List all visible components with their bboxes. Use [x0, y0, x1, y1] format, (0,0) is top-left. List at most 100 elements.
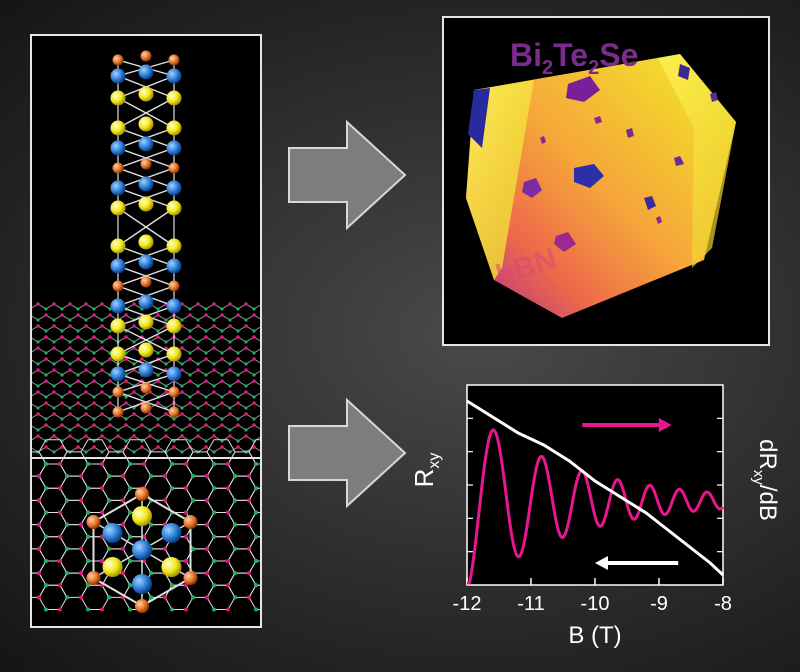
nitrogen-atom — [68, 318, 72, 322]
nitrogen-atom — [170, 583, 174, 588]
tellurium-atom — [132, 506, 152, 526]
boron-atom — [228, 302, 232, 306]
boron-atom — [68, 390, 72, 394]
nitrogen-atom — [108, 417, 112, 421]
magnetotransport-plot: -12 -11 -10 -9 -8 Rxy dRxy/dB B (T) — [409, 380, 800, 667]
boron-atom — [37, 595, 41, 600]
nitrogen-atom — [212, 607, 216, 612]
hex-cell — [122, 463, 152, 489]
boron-atom — [180, 368, 184, 372]
nitrogen-atom — [156, 417, 160, 421]
selenium-atom — [140, 50, 152, 62]
boron-atom — [236, 401, 240, 405]
nitrogen-atom — [140, 417, 144, 421]
boron-atom — [76, 313, 80, 317]
nitrogen-atom — [254, 534, 258, 539]
nitrogen-atom — [52, 340, 56, 344]
bismuth-atom — [132, 540, 152, 560]
boron-atom — [172, 445, 176, 449]
boron-atom — [228, 412, 232, 416]
hex-cell — [206, 463, 236, 489]
boron-atom — [172, 423, 176, 427]
nitrogen-atom — [156, 351, 160, 355]
nitrogen-atom — [65, 522, 69, 527]
nitrogen-atom — [100, 406, 104, 410]
nitrogen-atom — [228, 384, 232, 388]
nitrogen-atom — [100, 384, 104, 388]
nitrogen-atom — [60, 373, 64, 377]
nitrogen-atom — [132, 428, 136, 432]
x-tick-label: -11 — [517, 593, 544, 615]
boron-atom — [52, 390, 56, 394]
boron-atom — [132, 412, 136, 416]
boron-atom — [252, 423, 256, 427]
nitrogen-atom — [236, 439, 240, 443]
boron-atom — [132, 434, 136, 438]
nitrogen-atom — [164, 428, 168, 432]
y-left-label: Rxy — [415, 453, 443, 488]
nitrogen-atom — [254, 510, 258, 515]
hex-cell — [227, 499, 257, 526]
nitrogen-atom — [254, 486, 258, 491]
boron-atom — [184, 607, 188, 612]
nitrogen-atom — [228, 450, 232, 454]
nitrogen-atom — [252, 417, 256, 421]
boron-atom — [252, 335, 256, 339]
nitrogen-atom — [84, 340, 88, 344]
boron-atom — [244, 412, 248, 416]
hex-cell — [38, 536, 68, 562]
nitrogen-atom — [132, 362, 136, 366]
nitrogen-atom — [108, 439, 112, 443]
nitrogen-atom — [204, 439, 208, 443]
nitrogen-atom — [204, 395, 208, 399]
nitrogen-atom — [180, 384, 184, 388]
nitrogen-atom — [228, 318, 232, 322]
nitrogen-atom — [233, 595, 237, 600]
boron-atom — [37, 546, 41, 551]
nitrogen-atom — [149, 571, 153, 576]
nitrogen-atom — [180, 428, 184, 432]
nitrogen-atom — [108, 329, 112, 333]
nitrogen-atom — [44, 373, 48, 377]
boron-atom — [164, 412, 168, 416]
nitrogen-atom — [196, 318, 200, 322]
nitrogen-atom — [233, 546, 237, 551]
nitrogen-atom — [36, 384, 40, 388]
hex-cell — [38, 463, 68, 489]
selenium-atom — [112, 280, 124, 292]
boron-atom — [180, 434, 184, 438]
boron-atom — [205, 546, 209, 551]
nitrogen-atom — [100, 428, 104, 432]
boron-atom — [244, 324, 248, 328]
nitrogen-atom — [204, 417, 208, 421]
nitrogen-atom — [44, 417, 48, 421]
bond — [117, 391, 175, 413]
boron-atom — [204, 335, 208, 339]
boron-atom — [108, 401, 112, 405]
boron-atom — [92, 401, 96, 405]
tellurium-atom — [166, 120, 182, 136]
nitrogen-atom — [107, 498, 111, 503]
nitrogen-atom — [196, 428, 200, 432]
boron-atom — [100, 412, 104, 416]
plot-ticks: -12 -11 -10 -9 -8 — [453, 417, 732, 615]
nitrogen-atom — [44, 607, 48, 612]
nitrogen-atom — [212, 362, 216, 366]
boron-atom — [124, 423, 128, 427]
boron-atom — [60, 423, 64, 427]
nitrogen-atom — [44, 486, 48, 491]
hex-cell — [227, 475, 257, 501]
nitrogen-atom — [212, 318, 216, 322]
atom-cluster-top-view — [86, 487, 198, 613]
boron-atom — [100, 368, 104, 372]
nitrogen-atom — [244, 406, 248, 410]
boron-atom — [184, 462, 188, 466]
nitrogen-atom — [220, 373, 224, 377]
hex-cell — [59, 499, 89, 526]
boron-atom — [36, 368, 40, 372]
boron-atom — [52, 368, 56, 372]
boron-atom — [108, 335, 112, 339]
nitrogen-atom — [100, 318, 104, 322]
nitrogen-atom — [204, 373, 208, 377]
nitrogen-atom — [140, 395, 144, 399]
